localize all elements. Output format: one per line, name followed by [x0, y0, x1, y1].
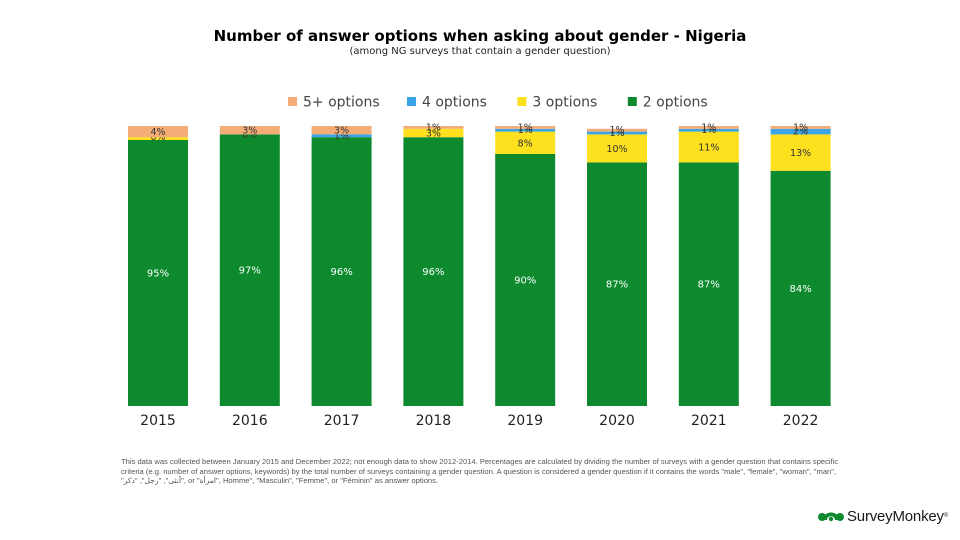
data-label-3-options-2022: 13% [790, 148, 811, 159]
bar-segment-5-options-2015 [128, 126, 188, 138]
bar-group-2021: 87%11%1%1% [678, 122, 739, 406]
data-label-5-options-2020: 1% [609, 125, 624, 136]
bar-segment-2-options-2022 [770, 170, 831, 406]
data-label-2-options-2018: 96% [422, 267, 444, 278]
bar-segment-2-options-2018 [403, 137, 464, 406]
legend-item-4-options: 4 options [407, 95, 487, 111]
stacked-bar-chart: 5+ options 4 options 3 options 2 options 95… [128, 95, 831, 429]
legend-label: 3 options [532, 95, 597, 111]
bar-segment-3-options-2021 [678, 131, 739, 163]
bar-group-2018: 96% 3%1% [403, 122, 464, 406]
data-label-2-options-2015: 95% [147, 269, 169, 280]
legend-item-2-options: 2 options [627, 95, 708, 111]
bar-group-2016: 97% 0%3% [219, 126, 280, 406]
bar-segment-4-options-2017 [311, 134, 372, 138]
chart-title: Number of answer options when asking abo… [213, 27, 747, 45]
data-label-4-options-2021: 1% [701, 125, 716, 136]
footnote: This data was collected between January … [121, 457, 839, 486]
x-tick-label-2016: 2016 [232, 413, 268, 429]
data-label-5-options-2016: 3% [242, 126, 257, 137]
bar-segment-2-options-2019 [495, 154, 556, 406]
data-label-5-options-2022: 1% [793, 122, 808, 133]
x-tick-label-2017: 2017 [324, 413, 360, 429]
bar-group-2022: 84% 13% 2%1% [770, 122, 831, 406]
bar-segment-2-options-2015 [128, 140, 188, 406]
bar-segment-3-options-2015 [128, 137, 188, 140]
bar-group-2017: 96% 1%3% [311, 126, 372, 406]
bar-segment-3-options-2019 [495, 131, 556, 154]
monkey-logo-icon [818, 512, 844, 522]
surveymonkey-logo: SurveyMonkey ® [818, 505, 948, 527]
data-label-4-options-2020: 1% [609, 128, 624, 139]
legend-label: 2 options [643, 95, 708, 111]
bar-segment-4-options-2021 [678, 128, 739, 132]
bar-segment-5-options-2019 [495, 126, 556, 129]
data-label-2-options-2016: 97% [239, 266, 261, 277]
legend-item-3-options: 3 options [517, 95, 597, 111]
data-label-5-options-2018: 1% [426, 122, 441, 133]
bar-segment-5-options-2021 [678, 126, 739, 129]
data-label-3-options-2018: 3% [426, 129, 441, 140]
bar-segment-3-options-2020 [587, 134, 647, 163]
data-label-2-options-2022: 84% [789, 284, 811, 295]
bar-segment-3-options-2022 [770, 134, 831, 171]
x-tick-label-2015: 2015 [140, 413, 176, 429]
bar-group-2015: 95% 0%4% [128, 126, 188, 406]
bar-segment-2-options-2020 [587, 162, 647, 406]
x-tick-label-2018: 2018 [416, 413, 452, 429]
bar-segment-5-options-2016 [219, 126, 280, 135]
data-label-4-options-2016: 0% [242, 129, 257, 140]
data-label-5-options-2017: 3% [334, 126, 349, 137]
data-label-3-options-2021: 11% [698, 143, 719, 154]
legend-label: 4 options [422, 95, 487, 111]
legend-swatch [627, 97, 637, 106]
chart-legend: 5+ options 4 options 3 options 2 options [288, 95, 708, 111]
data-label-4-options-2019: 1% [518, 125, 533, 136]
bar-group-2019: 90%8%1%1% [495, 122, 556, 406]
data-label-3-options-2020: 10% [606, 144, 627, 155]
data-label-4-options-2022: 2% [793, 127, 808, 138]
chart-subtitle: (among NG surveys that contain a gender … [349, 46, 611, 57]
data-label-5-options-2021: 1% [701, 122, 716, 133]
bar-segment-2-options-2017 [311, 137, 372, 406]
bar-segment-2-options-2016 [219, 134, 280, 406]
bar-segment-4-options-2022 [770, 128, 831, 135]
data-label-5-options-2015: 4% [150, 127, 165, 138]
data-label-2-options-2017: 96% [330, 267, 352, 278]
x-tick-label-2019: 2019 [507, 413, 543, 429]
legend-swatch [407, 97, 416, 106]
x-axis-ticks: 2015 2016 2017 2018 2019 2020 2021 2022 [140, 413, 818, 429]
legend-swatch [288, 97, 297, 106]
brand-trademark: ® [943, 513, 949, 519]
legend-swatch [517, 97, 527, 106]
bar-group-2020: 87%10%1%1% [587, 125, 647, 406]
legend-item-5-options: 5+ options [288, 95, 380, 111]
x-tick-label-2022: 2022 [783, 413, 819, 429]
bar-segment-5-options-2018 [403, 126, 464, 129]
bar-segment-4-options-2020 [587, 131, 647, 135]
x-tick-label-2021: 2021 [691, 413, 727, 429]
bar-segment-5-options-2022 [770, 126, 831, 129]
bar-segment-5-options-2017 [311, 126, 372, 135]
legend-label: 5+ options [303, 95, 380, 111]
data-label-4-options-2015: 0% [150, 132, 165, 143]
chart-bars: 95%0%4%97%0%3%96%1%3%96%3%1%90%8%1%1%87%… [128, 122, 831, 406]
bar-segment-3-options-2018 [403, 128, 464, 138]
bar-segment-5-options-2020 [587, 128, 647, 132]
bar-segment-2-options-2021 [678, 162, 739, 406]
bar-segment-4-options-2019 [495, 128, 556, 132]
data-label-2-options-2021: 87% [698, 280, 720, 291]
data-label-2-options-2019: 90% [514, 276, 536, 287]
data-label-5-options-2019: 1% [518, 122, 533, 133]
brand-name: SurveyMonkey [847, 507, 944, 525]
data-label-4-options-2017: 1% [334, 131, 349, 142]
x-tick-label-2020: 2020 [599, 413, 635, 429]
data-label-2-options-2020: 87% [606, 280, 628, 291]
data-label-3-options-2019: 8% [518, 138, 533, 149]
